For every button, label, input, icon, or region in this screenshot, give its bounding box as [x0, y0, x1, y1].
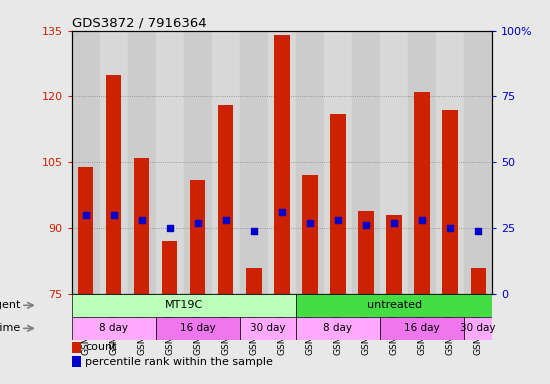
- Bar: [274, 35, 290, 294]
- Point: [362, 222, 371, 228]
- Bar: [162, 241, 178, 294]
- Text: agent: agent: [0, 300, 21, 310]
- Point: [81, 212, 90, 218]
- Point: [250, 228, 258, 234]
- Bar: [240, 317, 296, 340]
- Bar: [464, 317, 492, 340]
- Text: MT19C: MT19C: [164, 300, 203, 310]
- Bar: [296, 31, 324, 294]
- Bar: [296, 317, 380, 340]
- Bar: [324, 31, 352, 294]
- Bar: [380, 317, 464, 340]
- Bar: [352, 31, 380, 294]
- Bar: [72, 342, 81, 353]
- Bar: [330, 114, 346, 294]
- Bar: [442, 110, 458, 294]
- Point: [474, 228, 483, 234]
- Point: [165, 225, 174, 231]
- Point: [194, 220, 202, 226]
- Text: 30 day: 30 day: [250, 323, 285, 333]
- Bar: [470, 268, 486, 294]
- Bar: [436, 31, 464, 294]
- Text: time: time: [0, 323, 21, 333]
- Bar: [380, 31, 408, 294]
- Bar: [106, 74, 122, 294]
- Bar: [134, 158, 150, 294]
- Point: [138, 217, 146, 223]
- Text: 16 day: 16 day: [404, 323, 440, 333]
- Bar: [296, 294, 492, 317]
- Bar: [72, 356, 81, 367]
- Bar: [184, 31, 212, 294]
- Point: [446, 225, 455, 231]
- Bar: [72, 317, 156, 340]
- Text: 16 day: 16 day: [180, 323, 216, 333]
- Point: [418, 217, 427, 223]
- Point: [221, 217, 230, 223]
- Text: untreated: untreated: [366, 300, 422, 310]
- Bar: [72, 294, 296, 317]
- Point: [109, 212, 118, 218]
- Bar: [212, 31, 240, 294]
- Bar: [386, 215, 402, 294]
- Bar: [246, 268, 262, 294]
- Text: GDS3872 / 7916364: GDS3872 / 7916364: [72, 17, 206, 30]
- Text: 30 day: 30 day: [460, 323, 496, 333]
- Bar: [218, 105, 234, 294]
- Point: [277, 209, 286, 215]
- Bar: [190, 180, 206, 294]
- Bar: [408, 31, 436, 294]
- Bar: [302, 175, 318, 294]
- Bar: [100, 31, 128, 294]
- Point: [306, 220, 315, 226]
- Bar: [414, 92, 430, 294]
- Bar: [128, 31, 156, 294]
- Bar: [78, 167, 94, 294]
- Point: [390, 220, 399, 226]
- Bar: [156, 317, 240, 340]
- Text: 8 day: 8 day: [99, 323, 128, 333]
- Bar: [358, 210, 374, 294]
- Text: count: count: [85, 343, 117, 353]
- Bar: [156, 31, 184, 294]
- Bar: [464, 31, 492, 294]
- Point: [333, 217, 342, 223]
- Text: 8 day: 8 day: [323, 323, 353, 333]
- Bar: [268, 31, 296, 294]
- Bar: [72, 31, 100, 294]
- Bar: [240, 31, 268, 294]
- Text: percentile rank within the sample: percentile rank within the sample: [85, 357, 273, 367]
